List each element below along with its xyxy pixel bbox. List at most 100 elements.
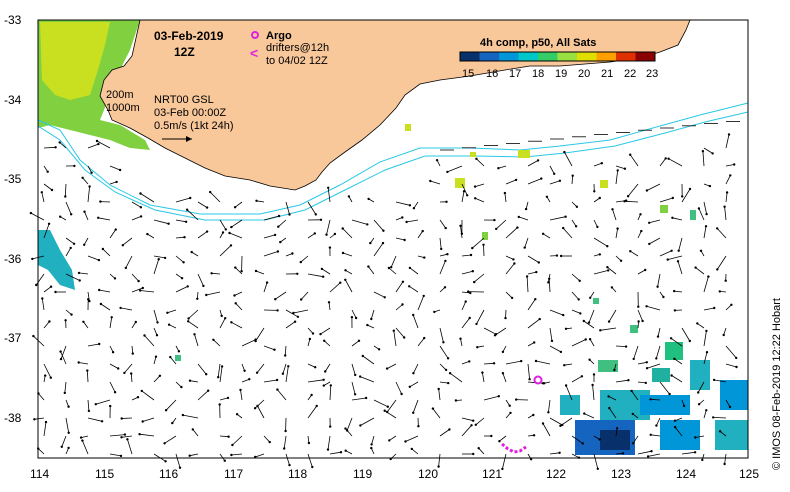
- current-vector: [285, 366, 289, 383]
- current-vector: [713, 417, 727, 419]
- current-vector: [370, 309, 375, 320]
- current-vector: [275, 291, 287, 300]
- current-vector: [703, 307, 715, 311]
- current-vector-head: [607, 269, 610, 272]
- current-vector: [447, 165, 463, 173]
- current-vector-head: [86, 369, 89, 372]
- current-vector: [527, 160, 539, 167]
- sst-patch-west-warm: [40, 22, 110, 100]
- current-vector-head: [333, 232, 337, 236]
- current-vector-head: [448, 372, 452, 375]
- current-vector-head: [326, 448, 330, 451]
- current-vector-head: [276, 250, 280, 253]
- current-vector-head: [64, 195, 67, 198]
- current-vector-head: [40, 191, 43, 194]
- current-vector: [461, 301, 467, 311]
- current-vector-head: [81, 176, 84, 179]
- current-vector: [197, 201, 208, 208]
- current-vector: [417, 230, 424, 239]
- current-vector-head: [584, 338, 587, 341]
- current-vector: [564, 363, 573, 366]
- current-vector-head: [403, 238, 406, 242]
- drifter-track: [501, 442, 527, 454]
- current-vector: [131, 273, 139, 282]
- current-vector-head: [575, 205, 579, 208]
- current-vector: [475, 197, 485, 203]
- current-vector: [194, 334, 199, 347]
- current-vector-head: [307, 441, 311, 445]
- current-vector-head: [503, 191, 507, 195]
- current-vector-head: [681, 195, 684, 198]
- x-tick-label: 122: [546, 467, 566, 481]
- current-vector: [41, 298, 45, 311]
- y-axis: -33 -34 -35 -36 -37 -38: [4, 13, 22, 425]
- current-vector-head: [70, 213, 73, 216]
- current-vector: [345, 269, 353, 275]
- current-vector: [525, 201, 529, 210]
- current-vector-head: [501, 372, 505, 375]
- current-vector: [368, 266, 375, 275]
- current-vector: [65, 237, 75, 245]
- current-vector-head: [470, 424, 473, 427]
- current-vector-head: [473, 185, 477, 188]
- current-vector: [147, 233, 155, 239]
- isobath-1000m-label: 1000m: [106, 102, 140, 114]
- current-vector-head: [58, 141, 61, 144]
- current-vector: [234, 201, 243, 208]
- current-vector: [659, 197, 673, 203]
- current-vector-head: [67, 446, 70, 450]
- current-vector: [175, 286, 188, 293]
- current-vector-head: [472, 419, 475, 422]
- current-vector-head: [311, 465, 314, 469]
- current-vector: [395, 281, 404, 293]
- current-vector: [153, 255, 166, 259]
- current-vector-head: [558, 179, 562, 182]
- current-vector-head: [254, 269, 258, 273]
- current-vector-head: [596, 467, 599, 470]
- current-vector-head: [63, 391, 66, 395]
- current-vector-head: [281, 372, 285, 375]
- current-vector: [373, 242, 384, 257]
- current-vector-head: [123, 433, 127, 436]
- current-vector-head: [274, 298, 277, 301]
- current-vector: [703, 147, 713, 154]
- current-vector: [125, 255, 133, 269]
- current-vector: [256, 363, 265, 373]
- current-vector-head: [220, 365, 224, 368]
- current-vector-head: [227, 435, 230, 438]
- current-vector-head: [591, 383, 594, 387]
- scale-arrow: [162, 136, 192, 142]
- current-vector: [241, 378, 250, 383]
- drifters-legend-line1: drifters@12h: [266, 42, 329, 54]
- current-vector: [240, 389, 243, 401]
- current-vector: [542, 423, 551, 437]
- current-vector-head: [49, 376, 52, 379]
- current-vector-head: [417, 425, 420, 428]
- current-vector-head: [716, 268, 719, 271]
- current-vector-head: [437, 387, 440, 391]
- current-vector: [182, 414, 199, 419]
- current-vector-head: [437, 465, 440, 468]
- current-vector: [131, 345, 134, 354]
- current-vector-head: [548, 277, 551, 280]
- current-vector-head: [202, 284, 205, 288]
- current-vector-head: [310, 393, 313, 397]
- current-vector: [615, 170, 619, 185]
- current-vector: [637, 230, 642, 239]
- current-vector: [571, 453, 580, 459]
- current-vector-head: [224, 317, 227, 320]
- current-vector: [681, 451, 696, 455]
- current-vector: [411, 448, 419, 455]
- current-vector: [571, 291, 579, 300]
- current-vector: [657, 327, 661, 337]
- current-vector-head: [212, 338, 215, 341]
- current-vector-head: [101, 247, 105, 251]
- current-vector: [43, 286, 52, 293]
- current-vector-head: [97, 258, 101, 262]
- current-vector-head: [218, 403, 221, 406]
- current-vector-head: [97, 216, 100, 219]
- current-vector-head: [83, 243, 86, 246]
- current-vector-head: [47, 222, 51, 225]
- current-vector: [229, 232, 243, 239]
- current-vector-head: [220, 314, 223, 318]
